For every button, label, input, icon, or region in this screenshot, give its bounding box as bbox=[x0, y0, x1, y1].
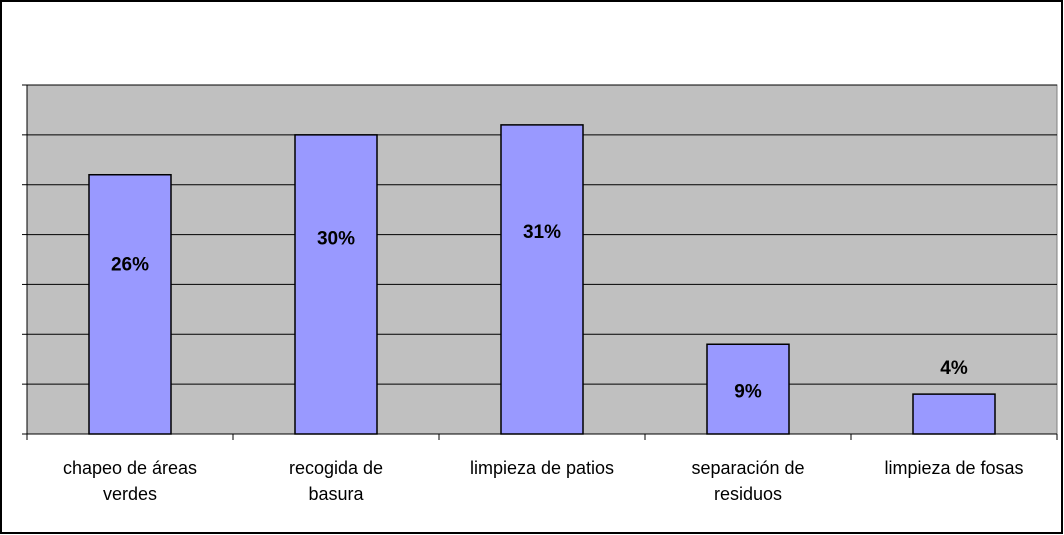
x-tick-label: chapeo de áreas verdes bbox=[62, 458, 198, 504]
value-label: 9% bbox=[734, 381, 762, 402]
bar bbox=[500, 124, 584, 435]
x-tick-label: limpieza de patios bbox=[469, 458, 615, 478]
bar bbox=[912, 393, 996, 435]
x-tick-label: recogida de basura bbox=[288, 458, 384, 504]
bar bbox=[294, 134, 378, 435]
x-tick-label: limpieza de fosas bbox=[884, 458, 1024, 478]
x-tick-label: separación de residuos bbox=[691, 458, 805, 504]
bar bbox=[706, 343, 790, 435]
value-label: 26% bbox=[111, 254, 149, 275]
value-label: 4% bbox=[940, 358, 968, 379]
value-label: 31% bbox=[523, 222, 561, 243]
bar bbox=[88, 173, 172, 435]
value-label: 30% bbox=[317, 229, 355, 250]
